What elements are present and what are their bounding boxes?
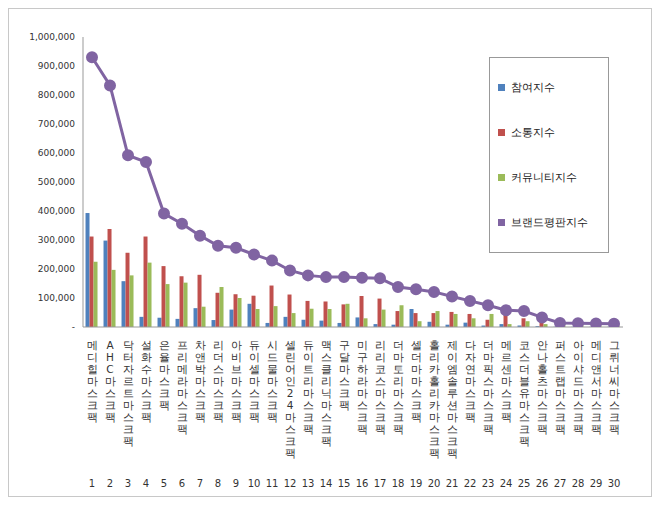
html-text:참여지수: 참여지수 bbox=[511, 81, 555, 94]
svg-text:29: 29 bbox=[590, 478, 603, 489]
svg-text:닥터자르트마스크팩: 닥터자르트마스크팩 bbox=[123, 339, 134, 447]
svg-text:듀이셀마스크팩: 듀이셀마스크팩 bbox=[249, 339, 260, 423]
svg-text:13: 13 bbox=[302, 478, 315, 489]
svg-text:6: 6 bbox=[179, 478, 185, 489]
svg-text:25: 25 bbox=[518, 478, 531, 489]
svg-text:구달마스크팩: 구달마스크팩 bbox=[339, 339, 350, 411]
svg-text:27: 27 bbox=[554, 478, 567, 489]
svg-text:설화수마스크팩: 설화수마스크팩 bbox=[141, 339, 152, 423]
svg-text:맥스클리닉마스크팩: 맥스클리닉마스크팩 bbox=[321, 339, 332, 447]
svg-text:19: 19 bbox=[410, 478, 423, 489]
svg-text:500,000: 500,000 bbox=[38, 177, 75, 187]
svg-text:17: 17 bbox=[374, 478, 387, 489]
svg-text:3: 3 bbox=[125, 478, 131, 489]
svg-text:8: 8 bbox=[215, 478, 221, 489]
svg-text:15: 15 bbox=[338, 478, 351, 489]
svg-text:메디앤서마스크팩: 메디앤서마스크팩 bbox=[591, 339, 602, 435]
svg-text:18: 18 bbox=[392, 478, 405, 489]
svg-text:400,000: 400,000 bbox=[38, 206, 75, 216]
svg-text:리리코스마스크팩: 리리코스마스크팩 bbox=[375, 339, 386, 435]
svg-text:300,000: 300,000 bbox=[38, 235, 75, 245]
svg-text:셀더마마스크팩: 셀더마마스크팩 bbox=[411, 339, 422, 423]
svg-text:600,000: 600,000 bbox=[38, 148, 75, 158]
svg-text:AHC마스크팩: AHC마스크팩 bbox=[105, 339, 116, 423]
svg-text:미구하라마스크팩: 미구하라마스크팩 bbox=[357, 339, 368, 435]
html-text:소통지수: 소통지수 bbox=[511, 126, 555, 139]
svg-text:20: 20 bbox=[428, 478, 441, 489]
svg-text:700,000: 700,000 bbox=[38, 119, 75, 129]
svg-text:30: 30 bbox=[608, 478, 621, 489]
svg-text:12: 12 bbox=[284, 478, 297, 489]
svg-text:퍼스트랩마스크팩: 퍼스트랩마스크팩 bbox=[555, 339, 566, 435]
svg-text:시드물마스크팩: 시드물마스크팩 bbox=[267, 339, 278, 423]
svg-text:1: 1 bbox=[89, 478, 95, 489]
svg-text:그뤼너씨마스크팩: 그뤼너씨마스크팩 bbox=[609, 339, 620, 435]
svg-text:16: 16 bbox=[356, 478, 369, 489]
svg-text:아이샤드마스크팩: 아이샤드마스크팩 bbox=[573, 339, 584, 435]
svg-text:900,000: 900,000 bbox=[38, 61, 75, 71]
svg-text:10: 10 bbox=[248, 478, 261, 489]
svg-text:800,000: 800,000 bbox=[38, 90, 75, 100]
svg-text:200,000: 200,000 bbox=[38, 264, 75, 274]
svg-text:21: 21 bbox=[446, 478, 459, 489]
svg-text:안나홀츠마스크팩: 안나홀츠마스크팩 bbox=[537, 339, 548, 435]
svg-text:11: 11 bbox=[266, 478, 279, 489]
svg-text:28: 28 bbox=[572, 478, 585, 489]
svg-text:메르센마스크팩: 메르센마스크팩 bbox=[501, 339, 512, 423]
svg-text:다자연마스크팩: 다자연마스크팩 bbox=[465, 339, 476, 423]
svg-text:더마픽스마스크팩: 더마픽스마스크팩 bbox=[483, 339, 494, 435]
svg-text:14: 14 bbox=[320, 478, 333, 489]
svg-text:제이엠솔루션마스크팩: 제이엠솔루션마스크팩 bbox=[447, 339, 458, 459]
svg-text:24: 24 bbox=[500, 478, 513, 489]
svg-text:메디힐마스크팩: 메디힐마스크팩 bbox=[87, 339, 98, 423]
svg-text:프리메라마스크팩: 프리메라마스크팩 bbox=[177, 339, 188, 435]
svg-text:-: - bbox=[72, 322, 75, 332]
svg-text:4: 4 bbox=[143, 478, 149, 489]
html-text:브랜드평판지수: 브랜드평판지수 bbox=[511, 216, 588, 229]
svg-text:100,000: 100,000 bbox=[38, 293, 75, 303]
svg-text:코스더블유마스크팩: 코스더블유마스크팩 bbox=[519, 339, 530, 447]
svg-text:셀린어인24마스크팩: 셀린어인24마스크팩 bbox=[285, 339, 296, 459]
svg-text:5: 5 bbox=[161, 478, 167, 489]
html-text:커뮤니티지수: 커뮤니티지수 bbox=[511, 171, 577, 184]
svg-text:26: 26 bbox=[536, 478, 549, 489]
svg-text:아비브마스크팩: 아비브마스크팩 bbox=[231, 339, 242, 423]
svg-text:1,000,000: 1,000,000 bbox=[29, 32, 75, 42]
svg-text:9: 9 bbox=[233, 478, 239, 489]
svg-text:리더스마스크팩: 리더스마스크팩 bbox=[213, 339, 224, 423]
svg-text:23: 23 bbox=[482, 478, 495, 489]
svg-text:듀이트리마스크팩: 듀이트리마스크팩 bbox=[303, 339, 314, 435]
svg-text:22: 22 bbox=[464, 478, 477, 489]
svg-text:7: 7 bbox=[197, 478, 203, 489]
svg-text:차앤박마스크팩: 차앤박마스크팩 bbox=[195, 339, 206, 423]
svg-text:더마토리마스크팩: 더마토리마스크팩 bbox=[393, 339, 404, 435]
svg-text:2: 2 bbox=[107, 478, 113, 489]
svg-text:홀리카홀리카마스크팩: 홀리카홀리카마스크팩 bbox=[429, 339, 440, 459]
svg-text:은율마스크팩: 은율마스크팩 bbox=[159, 339, 170, 411]
